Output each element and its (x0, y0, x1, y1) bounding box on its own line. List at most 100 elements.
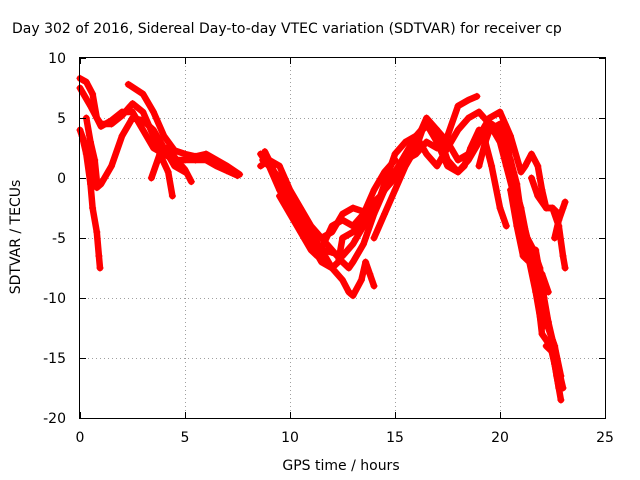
data-point (454, 126, 462, 134)
data-point (339, 276, 346, 284)
series-t7 (147, 150, 176, 200)
data-point (349, 204, 357, 212)
data-point (328, 246, 336, 254)
data-layer (76, 74, 569, 404)
data-point (118, 112, 126, 120)
data-point (559, 204, 567, 212)
data-point (551, 234, 559, 242)
data-point (202, 150, 210, 158)
data-point (97, 180, 105, 188)
y-tick-labels: -20 -15 -10 -5 0 5 10 (43, 51, 66, 427)
data-point (360, 210, 367, 218)
data-point (513, 222, 521, 230)
series-band (507, 186, 546, 332)
data-point (519, 252, 527, 260)
series-t18 (528, 174, 569, 272)
data-point (150, 126, 157, 134)
series-band (148, 150, 176, 200)
data-point (108, 162, 115, 170)
data-point (496, 108, 504, 116)
x-tick-label: 10 (281, 430, 299, 446)
data-point (257, 162, 265, 170)
series-t15 (370, 108, 563, 242)
y-tick-label: 10 (48, 51, 66, 67)
data-point (381, 168, 388, 176)
data-point (139, 126, 147, 134)
y-axis-label: SDTVAR / TECUs (8, 180, 24, 295)
series-t19 (551, 198, 569, 242)
data-point (276, 180, 283, 188)
series-t8 (156, 144, 195, 186)
data-point (507, 132, 514, 140)
x-tick-labels: 0 5 10 15 20 25 (76, 430, 614, 446)
data-point (328, 222, 336, 230)
data-point (87, 102, 94, 110)
data-point (523, 240, 531, 248)
data-point (345, 288, 353, 296)
data-point (454, 156, 462, 164)
data-point (538, 186, 546, 194)
data-point (528, 150, 535, 158)
data-point (286, 192, 294, 200)
data-point (366, 270, 374, 278)
series-band (257, 108, 552, 296)
data-point (402, 138, 409, 146)
data-point (544, 318, 552, 326)
data-point (465, 150, 472, 158)
data-point (357, 276, 365, 284)
data-point (444, 156, 451, 164)
series-band (532, 246, 552, 326)
data-point (124, 80, 132, 88)
data-point (276, 162, 283, 170)
data-point (381, 186, 388, 194)
data-point (307, 246, 315, 254)
data-point (156, 150, 164, 158)
data-point (360, 240, 367, 248)
data-point (460, 162, 468, 170)
data-point (507, 186, 514, 194)
data-point (318, 258, 325, 266)
data-point (223, 162, 231, 170)
series-t5 (78, 132, 104, 272)
data-point (93, 184, 101, 192)
data-point (502, 144, 510, 152)
data-point (402, 162, 409, 170)
data-point (370, 234, 378, 242)
y-tick-label: 0 (57, 171, 66, 187)
data-point (339, 210, 346, 218)
data-point (129, 108, 136, 116)
series-t6 (82, 114, 101, 184)
data-point (261, 148, 269, 156)
data-point (286, 210, 294, 218)
data-point (538, 330, 546, 338)
data-point (381, 210, 388, 218)
data-point (553, 372, 561, 380)
data-point (502, 222, 510, 230)
data-point (391, 168, 399, 176)
x-tick-label: 5 (181, 430, 190, 446)
data-point (475, 132, 483, 140)
data-point (433, 144, 441, 152)
data-point (551, 342, 559, 350)
x-tick-label: 0 (76, 430, 85, 446)
data-point (150, 144, 157, 152)
data-point (192, 152, 199, 160)
data-point (540, 300, 548, 308)
x-tick-label: 25 (596, 430, 614, 446)
series-t22 (542, 342, 565, 404)
data-point (444, 138, 451, 146)
data-point (320, 240, 328, 248)
data-point (171, 162, 178, 170)
data-point (349, 292, 357, 300)
data-point (328, 264, 336, 272)
series-band (551, 198, 569, 242)
data-point (391, 186, 399, 194)
data-point (542, 342, 550, 350)
y-tick-label: -15 (43, 351, 66, 367)
data-point (168, 192, 176, 200)
data-point (496, 204, 504, 212)
data-point (91, 156, 99, 164)
data-point (555, 216, 563, 224)
x-axis-label: GPS time / hours (282, 458, 399, 474)
